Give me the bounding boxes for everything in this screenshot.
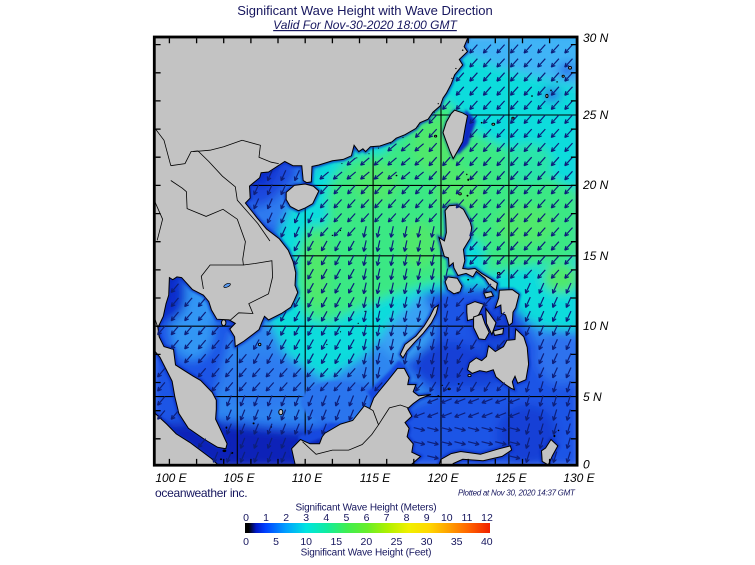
svg-text:130 E: 130 E bbox=[563, 471, 595, 485]
svg-text:10: 10 bbox=[441, 512, 453, 524]
svg-text:25: 25 bbox=[391, 536, 403, 548]
svg-text:Significant Wave Height (Feet): Significant Wave Height (Feet) bbox=[301, 548, 432, 559]
svg-text:0: 0 bbox=[583, 458, 590, 472]
svg-text:105 E: 105 E bbox=[223, 471, 255, 485]
svg-text:1: 1 bbox=[263, 512, 269, 524]
svg-text:100 E: 100 E bbox=[155, 471, 187, 485]
svg-text:15: 15 bbox=[330, 536, 342, 548]
svg-text:30: 30 bbox=[421, 536, 433, 548]
svg-text:9: 9 bbox=[424, 512, 430, 524]
svg-text:40: 40 bbox=[481, 536, 493, 548]
svg-text:20 N: 20 N bbox=[582, 178, 609, 192]
svg-text:25 N: 25 N bbox=[582, 108, 609, 122]
svg-text:6: 6 bbox=[364, 512, 370, 524]
svg-text:10 N: 10 N bbox=[583, 319, 609, 333]
svg-text:oceanweather inc.: oceanweather inc. bbox=[155, 486, 247, 500]
svg-text:35: 35 bbox=[451, 536, 463, 548]
svg-text:Valid For Nov-30-2020 18:00 GM: Valid For Nov-30-2020 18:00 GMT bbox=[273, 18, 458, 32]
svg-text:115 E: 115 E bbox=[360, 471, 391, 485]
svg-text:Significant Wave Height (Meter: Significant Wave Height (Meters) bbox=[296, 503, 437, 514]
svg-text:5 N: 5 N bbox=[583, 390, 602, 404]
svg-text:5: 5 bbox=[273, 536, 279, 548]
svg-text:2: 2 bbox=[283, 512, 289, 524]
svg-text:110 E: 110 E bbox=[292, 471, 323, 485]
svg-text:30 N: 30 N bbox=[583, 31, 609, 45]
svg-text:125 E: 125 E bbox=[495, 471, 527, 485]
svg-text:Significant Wave Height with W: Significant Wave Height with Wave Direct… bbox=[237, 3, 493, 18]
svg-text:12: 12 bbox=[481, 512, 493, 524]
svg-text:11: 11 bbox=[461, 512, 472, 524]
svg-text:20: 20 bbox=[361, 536, 373, 548]
svg-text:7: 7 bbox=[384, 512, 390, 524]
svg-text:4: 4 bbox=[323, 512, 329, 524]
svg-text:15 N: 15 N bbox=[583, 249, 609, 263]
svg-text:120 E: 120 E bbox=[427, 471, 459, 485]
svg-text:0: 0 bbox=[243, 536, 249, 548]
svg-text:8: 8 bbox=[404, 512, 410, 524]
svg-text:Plotted at Nov 30, 2020 14:37: Plotted at Nov 30, 2020 14:37 GMT bbox=[458, 489, 576, 498]
svg-text:3: 3 bbox=[303, 512, 309, 524]
svg-text:0: 0 bbox=[243, 512, 249, 524]
svg-text:10: 10 bbox=[300, 536, 312, 548]
svg-text:5: 5 bbox=[343, 512, 349, 524]
